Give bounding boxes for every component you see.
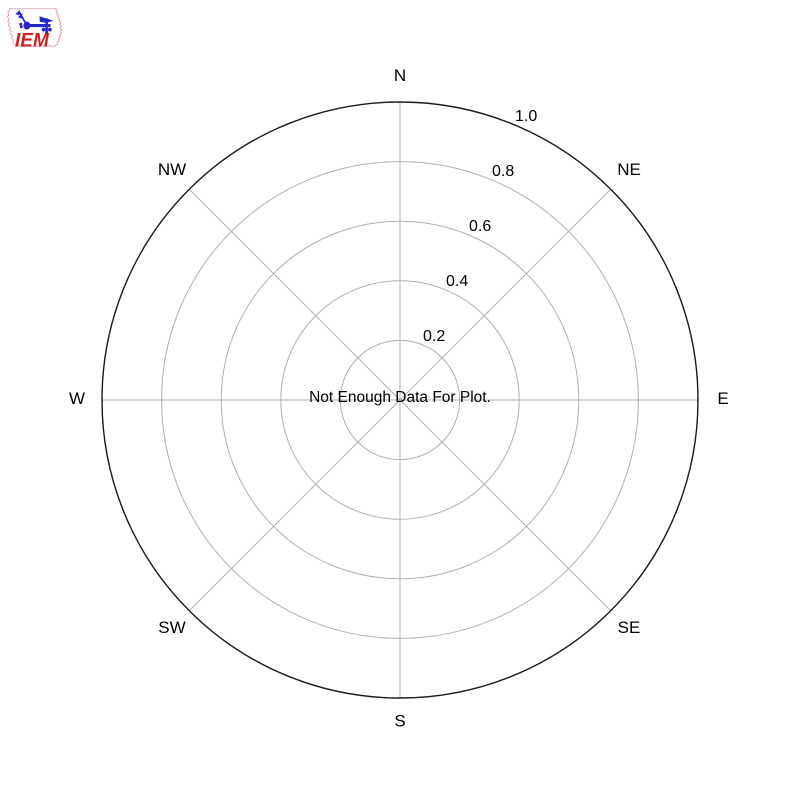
svg-text:N: N <box>394 66 406 85</box>
svg-text:NW: NW <box>158 160 186 179</box>
svg-text:SW: SW <box>158 618 185 637</box>
svg-text:0.2: 0.2 <box>423 328 445 345</box>
svg-text:Not Enough Data For Plot.: Not Enough Data For Plot. <box>309 389 491 406</box>
svg-text:0.8: 0.8 <box>492 163 514 180</box>
svg-text:W: W <box>69 389 85 408</box>
svg-text:NE: NE <box>617 160 641 179</box>
svg-text:IEM: IEM <box>15 31 50 52</box>
svg-text:E: E <box>717 389 728 408</box>
svg-text:SE: SE <box>618 618 641 637</box>
svg-text:S: S <box>394 712 405 731</box>
svg-text:1.0: 1.0 <box>515 108 537 125</box>
svg-text:0.4: 0.4 <box>446 273 468 290</box>
svg-text:0.6: 0.6 <box>469 218 491 235</box>
